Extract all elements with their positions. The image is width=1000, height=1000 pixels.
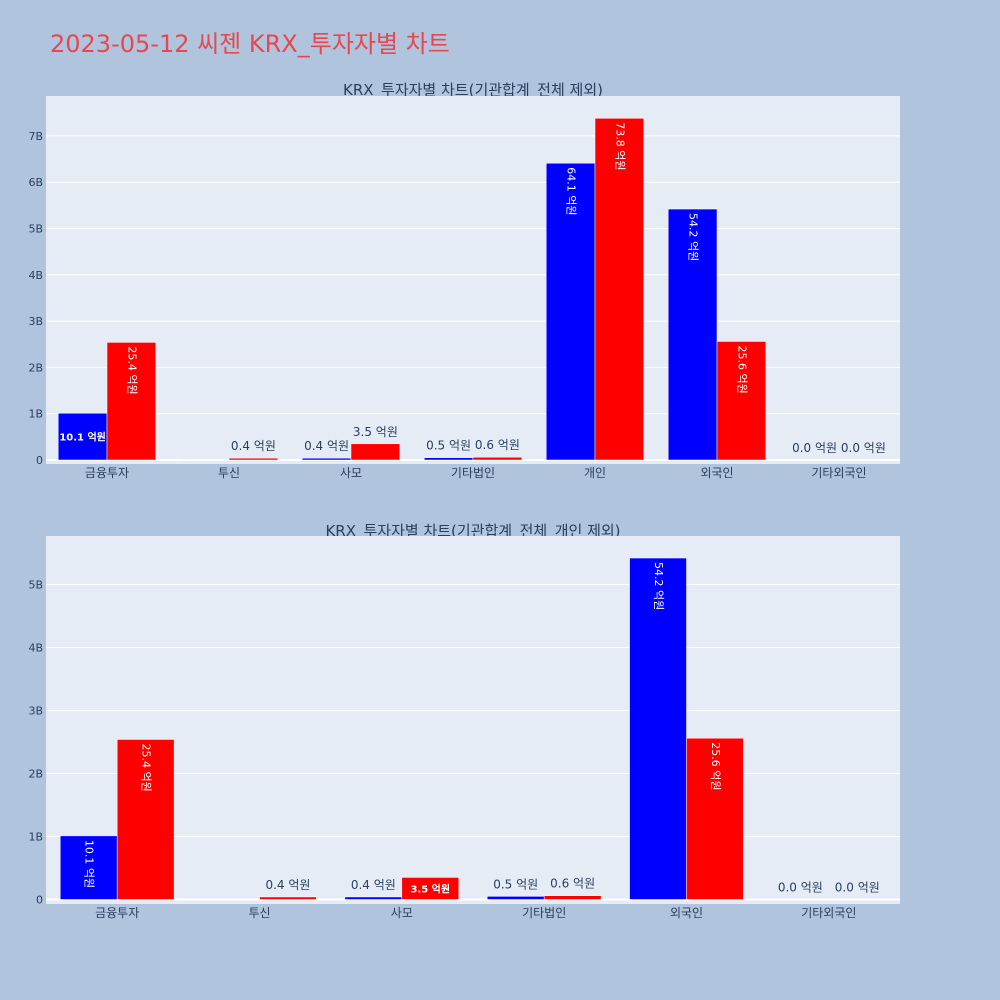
x-tick-label: 외국인 [670, 906, 703, 920]
bar [401, 877, 460, 900]
data-label: 54.2 억원 [652, 562, 665, 610]
y-tick-label: 1B [28, 831, 43, 844]
data-label: 25.4 억원 [140, 743, 153, 791]
x-tick-label: 금융투자 [85, 466, 129, 480]
y-tick-label: 3B [28, 315, 43, 328]
bar [59, 835, 118, 900]
bar [57, 412, 108, 461]
page-title: 2023-05-12 씨젠 KRX_투자자별 차트 [50, 30, 450, 58]
x-tick-label: 기타외국인 [801, 906, 856, 920]
bar [543, 895, 602, 900]
y-tick-label: 1B [28, 408, 43, 421]
data-label: 3.5 억원 [353, 425, 398, 439]
bar [106, 342, 157, 461]
x-tick-label: 기타법인 [522, 906, 566, 920]
data-label: 64.1 억원 [565, 167, 578, 215]
data-label: 10.1 억원 [83, 840, 96, 888]
data-label: 25.6 억원 [709, 742, 722, 790]
bar [545, 162, 596, 461]
chart2-title: KRX_투자자별 차트(기관합계_전체_개인 제외) [325, 522, 621, 540]
x-tick-label: 개인 [584, 466, 606, 480]
bar [472, 456, 523, 461]
y-tick-label: 0 [36, 454, 43, 467]
x-tick-label: 금융투자 [95, 906, 139, 920]
bar [594, 118, 645, 461]
data-label: 25.4 억원 [125, 346, 138, 394]
y-tick-label: 4B [28, 642, 43, 655]
x-tick-label: 외국인 [700, 466, 733, 480]
y-tick-label: 6B [28, 176, 43, 189]
data-label: 25.6 억원 [735, 345, 748, 393]
bar [344, 896, 403, 900]
data-label: 0.0 억원 [778, 881, 823, 895]
chart1-title: KRX_투자자별 차트(기관합계_전체 제외) [343, 81, 603, 99]
y-tick-label: 2B [28, 361, 43, 374]
data-label: 0.4 억원 [351, 878, 396, 892]
data-label: 73.8 억원 [613, 122, 626, 170]
y-tick-label: 2B [28, 768, 43, 781]
y-tick-label: 7B [28, 130, 43, 143]
data-label: 0.0 억원 [792, 441, 837, 455]
plot-area [46, 536, 900, 904]
bar [228, 457, 279, 461]
y-tick-label: 4B [28, 269, 43, 282]
data-label: 0.4 억원 [304, 439, 349, 453]
x-tick-label: 사모 [340, 466, 362, 480]
y-tick-label: 5B [28, 579, 43, 592]
data-label: 0.5 억원 [426, 439, 471, 453]
x-tick-label: 기타법인 [451, 466, 495, 480]
data-label: 0.6 억원 [475, 438, 520, 452]
bar [259, 896, 317, 900]
bar [667, 208, 718, 461]
x-tick-label: 사모 [391, 906, 413, 920]
x-tick-label: 투신 [248, 906, 270, 920]
bar [116, 739, 175, 900]
bar [629, 557, 687, 900]
y-tick-label: 0 [36, 894, 43, 907]
data-label: 54.2 억원 [687, 213, 700, 261]
bar [301, 457, 352, 461]
y-tick-label: 5B [28, 223, 43, 236]
data-label: 0.0 억원 [841, 441, 886, 455]
data-label: 0.5 억원 [493, 877, 538, 891]
data-label: 0.4 억원 [265, 878, 310, 892]
data-label: 0.6 억원 [550, 877, 595, 891]
data-label: 3.5 억원 [410, 882, 450, 895]
plot-area [46, 96, 900, 464]
bar [686, 737, 744, 900]
y-tick-label: 3B [28, 705, 43, 718]
bar [423, 457, 474, 461]
x-tick-label: 투신 [218, 466, 240, 480]
bar [350, 443, 401, 461]
x-tick-label: 기타외국인 [811, 466, 866, 480]
bar [486, 896, 545, 900]
data-label: 0.4 억원 [231, 439, 276, 453]
data-label: 10.1 억원 [59, 431, 106, 444]
data-label: 0.0 억원 [835, 881, 880, 895]
bar [716, 341, 767, 461]
